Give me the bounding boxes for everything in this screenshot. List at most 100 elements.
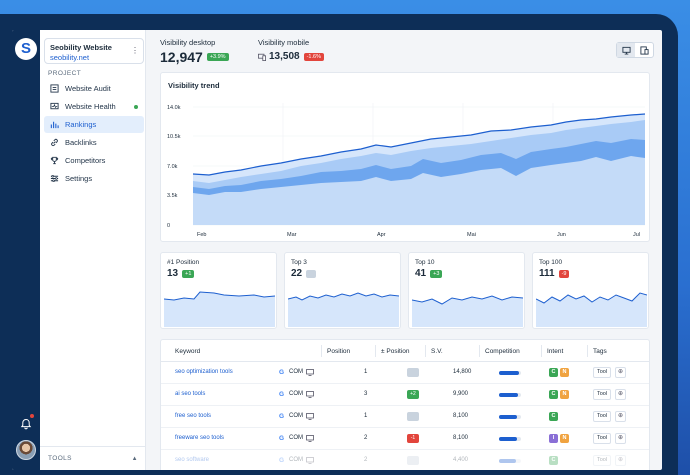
keyword-link[interactable]: seo software [175, 457, 210, 463]
position-card-change: -9 [558, 269, 570, 278]
x-tick-label: Jun [557, 232, 566, 238]
country-code: COM [289, 457, 303, 463]
desktop-icon [306, 369, 314, 376]
column-header-position[interactable]: Position [327, 348, 351, 355]
sidebar-item-competitors[interactable]: Competitors [44, 152, 144, 169]
intent-badge: N [560, 390, 569, 399]
visibility-desktop-label: Visibility desktop [160, 38, 216, 47]
trend-area-position1 [193, 156, 645, 225]
desktop-icon [621, 46, 631, 55]
add-tag-icon[interactable]: ⊕ [615, 455, 626, 466]
column-header-intent[interactable]: Intent [547, 348, 564, 355]
table-row[interactable]: free seo tools G COM 1 8,100 C Tool ⊕ [161, 406, 649, 428]
tools-toggle[interactable]: TOOLS ▲ [40, 446, 146, 470]
position-change-badge [407, 456, 419, 465]
tag-chip[interactable]: Tool [593, 411, 612, 422]
column-header-tags[interactable]: Tags [593, 348, 607, 355]
column-divider [425, 345, 426, 357]
y-tick-label: 0 [167, 223, 170, 229]
table-header: Keyword Position ± Position S.V. Competi… [161, 340, 649, 362]
position-card-value: 22 [291, 268, 303, 279]
visibility-trend-chart: 14.0k 10.5k 7.0k 3.5k 0 Feb Mar Apr Mai … [167, 103, 646, 238]
rankings-table: Keyword Position ± Position S.V. Competi… [160, 339, 650, 470]
add-tag-icon[interactable]: ⊕ [615, 411, 626, 422]
tag-chip[interactable]: Tool [593, 433, 612, 444]
intent-badge: C [549, 390, 558, 399]
keyword-link[interactable]: freeware seo tools [175, 435, 225, 441]
sidebar-item-label: Website Audit [65, 84, 111, 93]
sidebar-item-website-audit[interactable]: Website Audit [44, 80, 144, 97]
x-tick-label: Apr [377, 232, 386, 238]
desktop-view-button[interactable] [617, 43, 635, 57]
google-icon: G [279, 369, 285, 376]
sidebar-item-rankings[interactable]: Rankings [44, 116, 144, 133]
avatar[interactable] [16, 440, 36, 460]
health-status-dot [134, 105, 138, 109]
competition-bar-fill [499, 371, 519, 375]
position-card-top100[interactable]: Top 100 111 -9 [532, 252, 649, 329]
sidebar-item-label: Backlinks [65, 138, 97, 147]
position-value: 2 [364, 457, 368, 463]
sidebar-item-label: Website Health [65, 102, 116, 111]
add-tag-icon[interactable]: ⊕ [615, 367, 626, 378]
sidebar-item-settings[interactable]: Settings [44, 170, 144, 187]
keyword-link[interactable]: free seo tools [175, 413, 212, 419]
position-change-badge [407, 368, 419, 377]
desktop-icon [306, 413, 314, 420]
project-section-label: PROJECT [48, 70, 82, 77]
google-icon: G [279, 457, 285, 464]
column-header-search-volume[interactable]: S.V. [431, 348, 443, 355]
keyword-link[interactable]: seo optimization tools [175, 369, 233, 375]
visibility-mobile-change: -1.6% [303, 52, 324, 61]
mobile-view-button[interactable] [635, 43, 653, 57]
column-header-position-change[interactable]: ± Position [381, 348, 410, 355]
sidebar-item-website-health[interactable]: Website Health [44, 98, 144, 115]
position-card-1[interactable]: #1 Position 13 +1 [160, 252, 277, 329]
sidebar-item-label: Settings [65, 174, 93, 183]
column-header-keyword[interactable]: Keyword [175, 348, 201, 355]
y-tick-label: 14.0k [167, 105, 181, 111]
table-row[interactable]: seo optimization tools G COM 1 14,800 C N Tool ⊕ [161, 362, 649, 384]
table-row[interactable]: seo software G COM 2 4,400 C Tool ⊕ [161, 450, 649, 470]
sidebar-item-label: Competitors [65, 156, 106, 165]
column-divider [587, 345, 588, 357]
tag-chip[interactable]: Tool [593, 367, 612, 378]
position-card-top10[interactable]: Top 10 41 +3 [408, 252, 525, 329]
notification-dot [30, 414, 34, 418]
table-row[interactable]: ai seo tools G COM 3 +2 9,900 C N Tool ⊕ [161, 384, 649, 406]
visibility-mobile-value: 13,508 [269, 51, 300, 62]
position-card-top3[interactable]: Top 3 22 [284, 252, 401, 329]
country-code: COM [289, 391, 303, 397]
tag-chip[interactable]: Tool [593, 389, 612, 400]
google-icon: G [279, 391, 285, 398]
settings-icon [50, 174, 59, 183]
visibility-mobile-metric: Visibility mobile 13,508 -1.6% [258, 38, 324, 62]
more-vertical-icon[interactable]: ⋮ [131, 46, 139, 55]
bell-icon[interactable] [20, 418, 32, 430]
keyword-link[interactable]: ai seo tools [175, 391, 206, 397]
competition-bar [499, 437, 521, 441]
sidebar: Seobility Website seobility.net ⋮ PROJEC… [40, 30, 146, 470]
x-tick-label: Mar [287, 232, 297, 238]
add-tag-icon[interactable]: ⊕ [615, 389, 626, 400]
intent-badge: C [549, 368, 558, 377]
seobility-logo[interactable]: S [15, 38, 37, 60]
column-header-competition[interactable]: Competition [485, 348, 520, 355]
table-row[interactable]: freeware seo tools G COM 2 -1 8,100 I N Tool ⊕ [161, 428, 649, 450]
tag-chip[interactable]: Tool [593, 455, 612, 466]
column-divider [479, 345, 480, 357]
desktop-icon [306, 457, 314, 464]
position-card-value: 13 [167, 268, 179, 279]
country-code: COM [289, 413, 303, 419]
competition-bar-fill [499, 415, 517, 419]
y-tick-label: 3.5k [167, 193, 178, 199]
add-tag-icon[interactable]: ⊕ [615, 433, 626, 444]
project-selector[interactable]: Seobility Website seobility.net ⋮ [44, 38, 144, 64]
audit-icon [50, 84, 59, 93]
position-sparkline [412, 295, 523, 327]
position-card-title: #1 Position [167, 259, 200, 266]
search-volume-value: 8,100 [453, 435, 469, 441]
sidebar-item-backlinks[interactable]: Backlinks [44, 134, 144, 151]
google-icon: G [279, 413, 285, 420]
position-change-badge: -1 [407, 434, 419, 443]
